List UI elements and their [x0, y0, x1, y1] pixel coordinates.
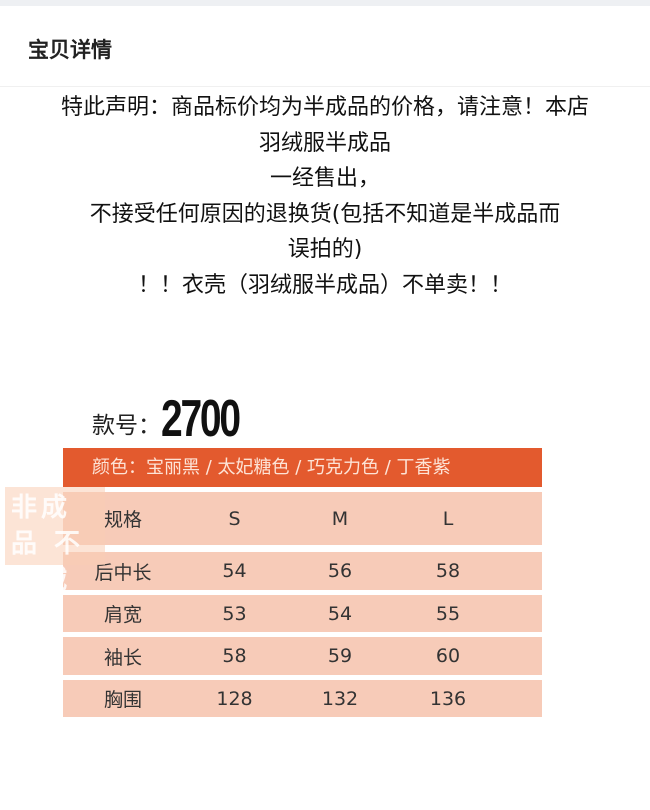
notice-line: 不接受任何原因的退换货(包括不知道是半成品而 — [89, 201, 561, 227]
cell: 128 — [216, 687, 253, 710]
cell: 55 — [435, 602, 461, 625]
row-label: 袖长 — [103, 646, 142, 669]
status-bar — [0, 0, 650, 6]
row-label: 后中长 — [94, 561, 152, 584]
cell: 56 — [327, 560, 353, 582]
page-title: 宝贝详情 — [28, 38, 112, 62]
cell: 136 — [429, 687, 467, 710]
notice-text: 特此声明：商品标价均为半成品的价格，请注意！本店 羽绒服半成品 一经售出， 不接… — [0, 90, 650, 303]
notice-line: 误拍的) — [287, 237, 363, 262]
cell: 58 — [435, 560, 461, 582]
color-options: 颜色：宝丽黑 / 太妃糖色 / 巧克力色 / 丁香紫 — [63, 448, 542, 487]
header-cell: L — [442, 507, 454, 530]
cell: 54 — [327, 602, 353, 625]
cell: 59 — [327, 645, 353, 667]
cell: 53 — [222, 602, 247, 625]
header-cell: S — [228, 507, 241, 530]
notice-line: 一经售出， — [269, 166, 380, 191]
table-row: 肩宽 53 54 55 — [63, 595, 542, 632]
table-row: 后中长 54 56 58 — [63, 552, 542, 590]
cell: 132 — [321, 687, 359, 710]
table-row: 袖长 58 59 60 — [63, 637, 542, 675]
row-label: 肩宽 — [103, 604, 142, 626]
notice-line: 羽绒服半成品 — [258, 130, 391, 156]
row-label: 胸围 — [103, 689, 142, 711]
header-cell: 规格 — [103, 509, 142, 531]
style-label: 款号： — [92, 413, 161, 439]
cell: 54 — [222, 560, 247, 582]
style-number: 款号： 2700 — [92, 390, 265, 448]
size-table-header: 规格 S M L — [63, 492, 542, 545]
notice-line: ！！衣壳（羽绒服半成品）不单卖！！ — [137, 272, 512, 298]
watermark: 非成品 不含绒 — [5, 487, 105, 595]
notice-line: 特此声明：商品标价均为半成品的价格，请注意！本店 — [60, 95, 589, 120]
table-row: 胸围 128 132 136 — [63, 680, 542, 717]
style-value: 2700 — [161, 390, 241, 448]
header-cell: M — [331, 507, 349, 530]
cell: 60 — [435, 645, 461, 667]
cell: 58 — [222, 645, 247, 667]
page-header: 宝贝详情 — [0, 6, 650, 87]
